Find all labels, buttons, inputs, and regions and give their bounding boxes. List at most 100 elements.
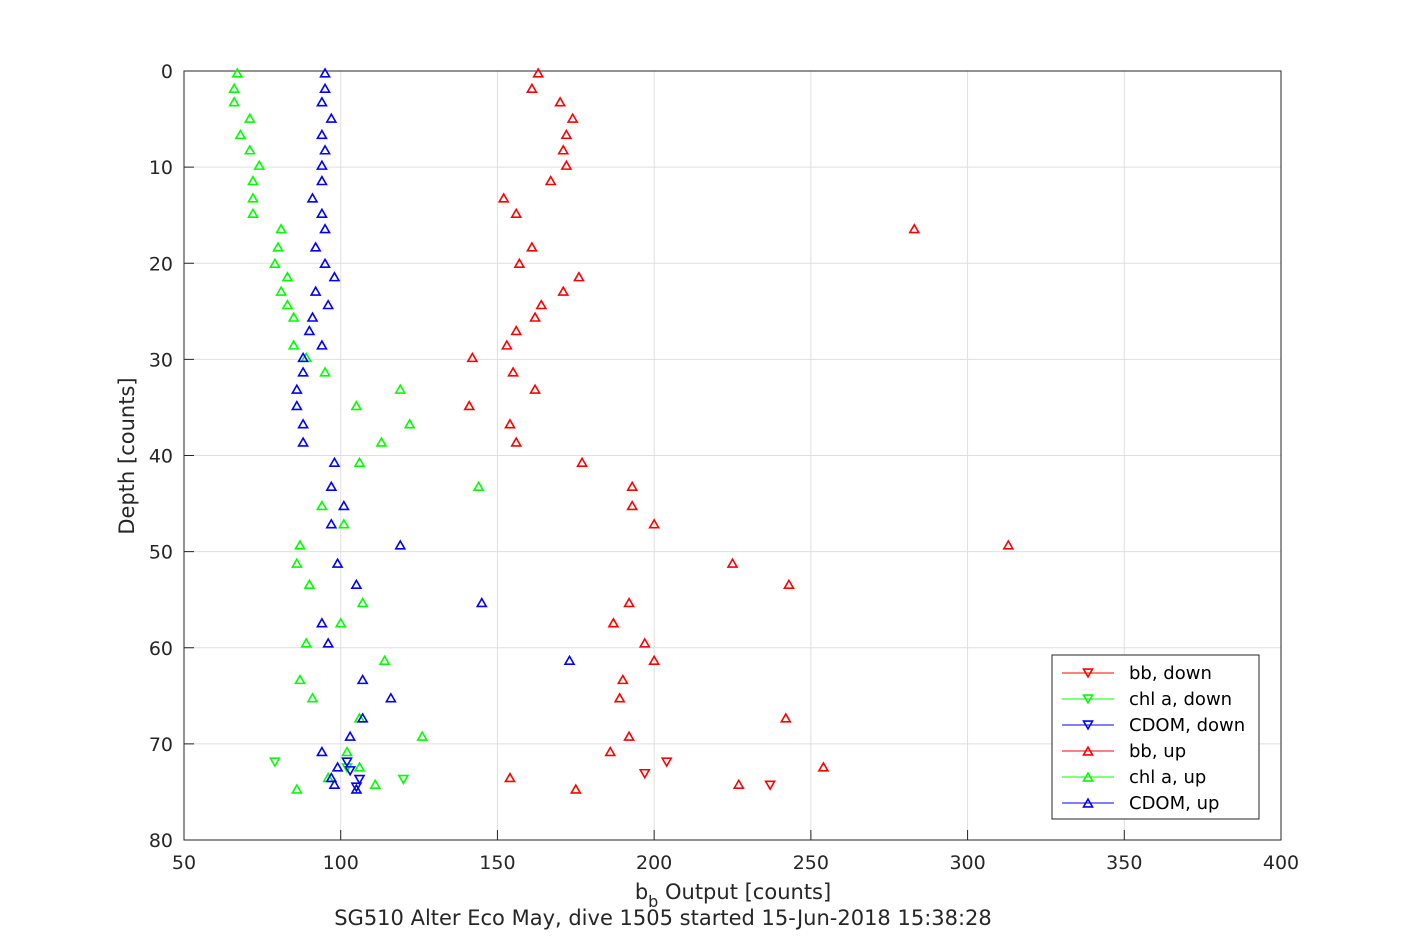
- data-point: [297, 366, 309, 377]
- data-point: [356, 712, 369, 723]
- data-point: [463, 399, 476, 411]
- data-point: [247, 175, 259, 186]
- data-point: [316, 159, 328, 170]
- data-point: [350, 782, 363, 793]
- data-point: [573, 271, 585, 282]
- x-tick-label: 300: [949, 852, 985, 874]
- data-point: [297, 418, 309, 429]
- data-point: [604, 746, 617, 757]
- data-point: [500, 339, 513, 350]
- data-point: [356, 673, 369, 685]
- data-point: [507, 366, 519, 377]
- data-point: [544, 175, 557, 186]
- data-point: [281, 299, 294, 310]
- data-point: [341, 746, 353, 757]
- data-point: [316, 339, 328, 350]
- data-point: [306, 192, 319, 203]
- y-tick-label: 80: [149, 830, 173, 852]
- data-point: [319, 223, 331, 234]
- x-axis-label-base: b: [635, 880, 648, 904]
- data-point: [560, 128, 573, 140]
- legend-label: CDOM, down: [1129, 715, 1245, 736]
- data-point: [306, 311, 319, 322]
- data-point: [626, 480, 639, 491]
- legend-marker: [1082, 668, 1094, 679]
- data-point: [331, 761, 344, 772]
- data-point: [294, 673, 306, 685]
- data-point: [397, 774, 410, 785]
- data-point: [319, 67, 331, 78]
- data-point: [290, 783, 303, 794]
- data-point: [322, 299, 335, 310]
- legend-item: chl a, up: [1062, 767, 1206, 788]
- data-point: [316, 617, 328, 628]
- data-point: [466, 351, 479, 363]
- data-point: [554, 96, 566, 107]
- data-point: [378, 654, 391, 665]
- data-point: [325, 480, 338, 491]
- legend-marker: [1082, 745, 1094, 756]
- data-point: [334, 617, 347, 628]
- data-point: [294, 539, 306, 550]
- data-point: [290, 383, 303, 394]
- data-point: [576, 456, 588, 467]
- data-point: [287, 339, 300, 350]
- axes: [183, 70, 1282, 841]
- data-point: [319, 257, 331, 268]
- legend-item: CDOM, up: [1062, 793, 1219, 814]
- data-point: [908, 223, 921, 234]
- data-point: [535, 299, 548, 310]
- data-point: [253, 159, 266, 170]
- data-point: [783, 578, 795, 590]
- data-point: [319, 144, 331, 155]
- data-point: [319, 366, 331, 377]
- data-point: [616, 673, 629, 685]
- data-point: [504, 771, 516, 783]
- legend-marker: [1082, 720, 1094, 731]
- data-point: [275, 285, 288, 296]
- y-tick-label: 60: [149, 638, 173, 660]
- y-tick-label: 70: [149, 734, 173, 756]
- data-point: [303, 325, 316, 336]
- data-point: [472, 480, 485, 491]
- data-point: [344, 766, 356, 777]
- legend-item: bb, down: [1062, 663, 1212, 684]
- data-point: [316, 207, 328, 218]
- legend-item: CDOM, down: [1062, 715, 1245, 736]
- legend-item: bb, up: [1062, 741, 1186, 762]
- data-point: [269, 757, 281, 768]
- data-point: [297, 436, 309, 447]
- x-axis-label-subscript: b: [648, 892, 658, 911]
- data-point: [510, 325, 523, 336]
- x-axis-label: bb Output [counts]: [635, 880, 831, 911]
- x-tick-labels: 50 100 150 200 250 300 350 400: [172, 852, 1299, 874]
- legend-marker: [1082, 771, 1094, 782]
- data-point: [566, 112, 579, 123]
- series-cdom-down: [341, 757, 366, 793]
- data-point: [607, 617, 620, 628]
- y-tick-label: 30: [149, 349, 173, 371]
- legend: bb, down chl a, down CDOM, down bb, up chl a…: [1051, 654, 1260, 820]
- data-point: [350, 783, 363, 794]
- data-point: [325, 112, 338, 123]
- data-point: [316, 96, 328, 107]
- data-point: [1002, 539, 1015, 550]
- data-point: [272, 241, 284, 252]
- x-tick-label: 150: [479, 852, 515, 874]
- data-point: [369, 778, 382, 789]
- chart-subtitle: SG510 Alter Eco May, dive 1505 started 1…: [334, 906, 992, 930]
- data-point: [560, 159, 573, 170]
- y-tick-label: 40: [149, 446, 173, 468]
- data-points: [228, 67, 1015, 794]
- data-point: [328, 271, 341, 282]
- data-point: [626, 499, 639, 511]
- data-point: [319, 82, 331, 94]
- data-point: [510, 207, 523, 218]
- y-tick-label: 0: [161, 61, 173, 83]
- data-point: [510, 436, 523, 447]
- x-axis-label-rest: Output [counts]: [658, 880, 831, 904]
- x-tick-label: 100: [323, 852, 359, 874]
- data-point: [557, 144, 570, 155]
- data-point: [623, 597, 635, 608]
- data-point: [350, 578, 363, 590]
